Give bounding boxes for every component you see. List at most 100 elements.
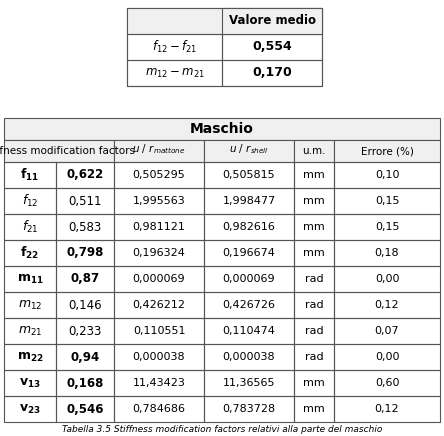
Text: 0,196674: 0,196674 bbox=[222, 248, 275, 258]
Bar bbox=[222, 60, 322, 86]
Text: 0,146: 0,146 bbox=[68, 299, 102, 311]
Bar bbox=[114, 292, 204, 318]
Bar bbox=[334, 318, 440, 344]
Text: 0,505815: 0,505815 bbox=[223, 170, 275, 180]
Bar bbox=[222, 34, 322, 60]
Bar bbox=[294, 396, 334, 422]
Bar bbox=[334, 240, 440, 266]
Text: $m_{21}$: $m_{21}$ bbox=[18, 324, 42, 337]
Bar bbox=[204, 292, 294, 318]
Text: 0,798: 0,798 bbox=[66, 246, 104, 259]
Bar bbox=[114, 162, 204, 188]
Bar bbox=[56, 188, 114, 214]
Bar bbox=[334, 396, 440, 422]
Text: 0,168: 0,168 bbox=[66, 377, 104, 389]
Text: $f_{12} - f_{21}$: $f_{12} - f_{21}$ bbox=[152, 39, 197, 55]
Text: 0,12: 0,12 bbox=[375, 300, 399, 310]
Bar bbox=[4, 292, 56, 318]
Text: 1,998477: 1,998477 bbox=[222, 196, 276, 206]
Bar bbox=[127, 8, 322, 86]
Bar bbox=[204, 396, 294, 422]
Bar bbox=[294, 162, 334, 188]
Bar bbox=[114, 396, 204, 422]
Text: $\mathbf{m_{11}}$: $\mathbf{m_{11}}$ bbox=[16, 272, 44, 286]
Text: rad: rad bbox=[305, 326, 323, 336]
Bar bbox=[294, 188, 334, 214]
Text: $u\ /\ r_{mattone}$: $u\ /\ r_{mattone}$ bbox=[132, 142, 186, 156]
Bar bbox=[334, 162, 440, 188]
Text: 0,784686: 0,784686 bbox=[132, 404, 186, 414]
Bar bbox=[114, 318, 204, 344]
Bar bbox=[56, 292, 114, 318]
Text: 0,511: 0,511 bbox=[68, 194, 102, 208]
Bar bbox=[56, 396, 114, 422]
Bar bbox=[56, 344, 114, 370]
Bar bbox=[204, 240, 294, 266]
Text: 0,18: 0,18 bbox=[375, 248, 399, 258]
Bar bbox=[4, 140, 114, 162]
Text: 0,505295: 0,505295 bbox=[133, 170, 186, 180]
Text: mm: mm bbox=[303, 404, 325, 414]
Text: 0,981121: 0,981121 bbox=[133, 222, 186, 232]
Bar bbox=[114, 214, 204, 240]
Text: Maschio: Maschio bbox=[190, 122, 254, 136]
Text: 0,110474: 0,110474 bbox=[222, 326, 275, 336]
Bar bbox=[4, 188, 56, 214]
Text: 0,60: 0,60 bbox=[375, 378, 399, 388]
Text: 0,622: 0,622 bbox=[66, 168, 103, 181]
Bar bbox=[127, 34, 222, 60]
Text: 0,583: 0,583 bbox=[68, 221, 102, 234]
Bar bbox=[204, 370, 294, 396]
Bar bbox=[4, 118, 440, 140]
Bar bbox=[4, 370, 56, 396]
Text: mm: mm bbox=[303, 248, 325, 258]
Text: mm: mm bbox=[303, 222, 325, 232]
Text: 0,10: 0,10 bbox=[375, 170, 399, 180]
Bar bbox=[294, 344, 334, 370]
Text: rad: rad bbox=[305, 300, 323, 310]
Bar bbox=[204, 318, 294, 344]
Text: mm: mm bbox=[303, 378, 325, 388]
Bar bbox=[56, 370, 114, 396]
Bar bbox=[4, 162, 56, 188]
Text: Valore medio: Valore medio bbox=[229, 14, 316, 27]
Bar bbox=[127, 8, 322, 34]
Text: $\mathbf{f_{11}}$: $\mathbf{f_{11}}$ bbox=[20, 167, 40, 183]
Text: $\mathbf{f_{22}}$: $\mathbf{f_{22}}$ bbox=[20, 245, 40, 261]
Text: 0,783728: 0,783728 bbox=[222, 404, 276, 414]
Text: 0,426212: 0,426212 bbox=[132, 300, 186, 310]
Bar bbox=[222, 8, 322, 34]
Bar bbox=[56, 240, 114, 266]
Text: 0,00: 0,00 bbox=[375, 274, 399, 284]
Bar bbox=[334, 370, 440, 396]
Bar bbox=[4, 318, 56, 344]
Text: $\mathbf{v_{13}}$: $\mathbf{v_{13}}$ bbox=[19, 376, 41, 389]
Bar bbox=[334, 266, 440, 292]
Bar bbox=[294, 214, 334, 240]
Text: stiffness modification factors: stiffness modification factors bbox=[0, 146, 135, 156]
Bar bbox=[294, 140, 334, 162]
Bar bbox=[56, 214, 114, 240]
Bar bbox=[114, 344, 204, 370]
Bar bbox=[294, 240, 334, 266]
Text: 0,110551: 0,110551 bbox=[133, 326, 185, 336]
Bar bbox=[334, 344, 440, 370]
Text: 0,00: 0,00 bbox=[375, 352, 399, 362]
Bar bbox=[204, 266, 294, 292]
Text: 11,43423: 11,43423 bbox=[133, 378, 186, 388]
Bar bbox=[204, 162, 294, 188]
Text: 0,000069: 0,000069 bbox=[133, 274, 185, 284]
Bar bbox=[114, 188, 204, 214]
Text: $\mathbf{m_{22}}$: $\mathbf{m_{22}}$ bbox=[17, 351, 44, 364]
Text: 11,36565: 11,36565 bbox=[223, 378, 275, 388]
Text: 0,000069: 0,000069 bbox=[223, 274, 275, 284]
Text: mm: mm bbox=[303, 196, 325, 206]
Text: rad: rad bbox=[305, 274, 323, 284]
Text: 0,233: 0,233 bbox=[68, 324, 102, 337]
Text: 1,995563: 1,995563 bbox=[133, 196, 186, 206]
Bar bbox=[4, 266, 56, 292]
Text: mm: mm bbox=[303, 170, 325, 180]
Text: 0,15: 0,15 bbox=[375, 222, 399, 232]
Text: 0,000038: 0,000038 bbox=[223, 352, 275, 362]
Bar bbox=[56, 266, 114, 292]
